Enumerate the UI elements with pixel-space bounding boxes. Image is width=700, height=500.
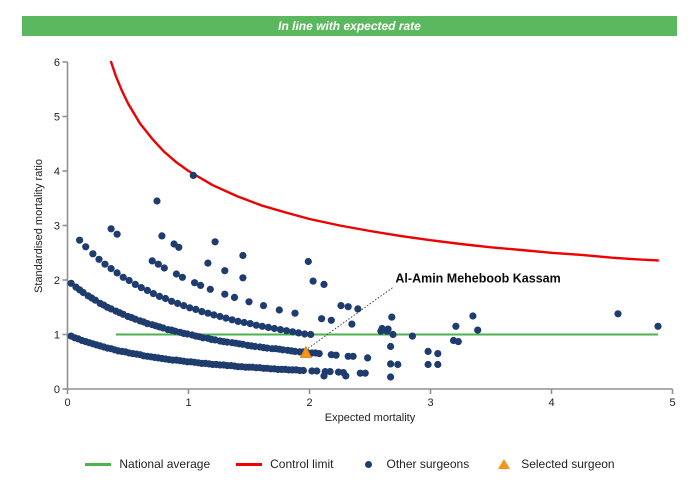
svg-text:5: 5 bbox=[669, 397, 675, 409]
svg-text:3: 3 bbox=[54, 221, 60, 233]
funnel-plot: 0 1 2 3 4 5 0 1 2 3 4 5 6 Al-Amin Meheboob Kassam bbox=[54, 57, 676, 409]
axes bbox=[62, 61, 674, 394]
svg-text:6: 6 bbox=[54, 57, 60, 69]
legend-label: National average bbox=[119, 457, 211, 471]
legend-item-other-surgeons: Other surgeons bbox=[359, 457, 469, 471]
control-limit-curve bbox=[109, 60, 660, 262]
legend-label: Other surgeons bbox=[386, 457, 470, 471]
selected-surgeon-triangle-swatch bbox=[498, 459, 511, 469]
other-surgeons-points bbox=[67, 171, 662, 381]
annotation-leader-line bbox=[307, 287, 393, 349]
tick-labels: 0 1 2 3 4 5 0 1 2 3 4 5 6 bbox=[54, 57, 676, 409]
status-banner-text: In line with expected rate bbox=[278, 19, 421, 33]
legend-item-control-limit: Control limit bbox=[236, 457, 333, 471]
svg-text:0: 0 bbox=[64, 397, 70, 409]
chart-legend: National average Control limit Other sur… bbox=[0, 457, 700, 471]
svg-text:4: 4 bbox=[54, 166, 60, 178]
legend-item-national-average: National average bbox=[85, 457, 210, 471]
svg-text:1: 1 bbox=[54, 330, 60, 342]
svg-text:2: 2 bbox=[306, 397, 312, 409]
x-axis-title: Expected mortality bbox=[324, 412, 416, 424]
selected-surgeon-label: Al-Amin Meheboob Kassam bbox=[395, 272, 560, 286]
y-axis-title: Standardised mortality ratio bbox=[33, 159, 45, 293]
svg-text:1: 1 bbox=[185, 397, 191, 409]
svg-text:3: 3 bbox=[427, 397, 433, 409]
legend-label: Selected surgeon bbox=[521, 457, 615, 471]
control-limit-line-swatch bbox=[236, 462, 263, 466]
legend-item-selected-surgeon: Selected surgeon bbox=[495, 457, 615, 471]
svg-text:2: 2 bbox=[54, 275, 60, 287]
selected-surgeon-marker[interactable] bbox=[299, 345, 313, 358]
status-banner: In line with expected rate bbox=[22, 16, 677, 36]
other-surgeons-dot-swatch bbox=[365, 460, 373, 468]
national-average-line-swatch bbox=[85, 462, 112, 466]
svg-text:4: 4 bbox=[548, 397, 554, 409]
legend-label: Control limit bbox=[270, 457, 334, 471]
svg-text:5: 5 bbox=[54, 112, 60, 124]
svg-text:0: 0 bbox=[54, 384, 60, 396]
